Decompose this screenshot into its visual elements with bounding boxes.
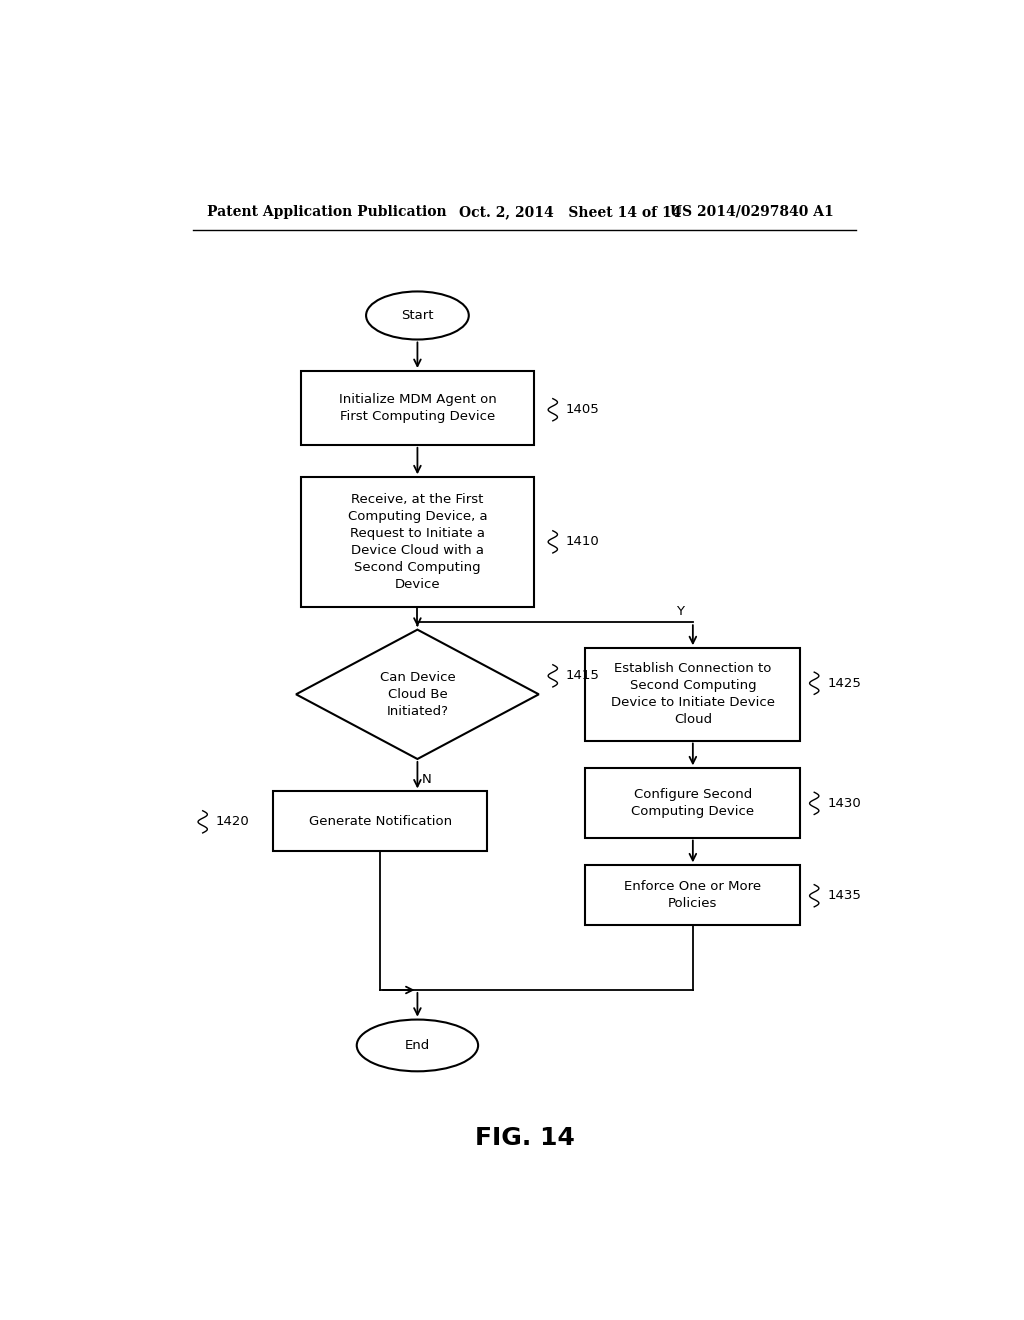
Text: Receive, at the First
Computing Device, a
Request to Initiate a
Device Cloud wit: Receive, at the First Computing Device, … <box>347 492 487 591</box>
Text: 1410: 1410 <box>566 536 600 548</box>
Text: Generate Notification: Generate Notification <box>308 814 452 828</box>
Bar <box>301 478 535 607</box>
Text: 1430: 1430 <box>827 797 861 810</box>
Bar <box>586 866 800 925</box>
Text: Establish Connection to
Second Computing
Device to Initiate Device
Cloud: Establish Connection to Second Computing… <box>611 663 775 726</box>
Text: Configure Second
Computing Device: Configure Second Computing Device <box>631 788 755 818</box>
Text: 1415: 1415 <box>566 669 600 682</box>
Text: Y: Y <box>676 605 684 618</box>
Text: Can Device
Cloud Be
Initiated?: Can Device Cloud Be Initiated? <box>380 671 456 718</box>
Text: US 2014/0297840 A1: US 2014/0297840 A1 <box>670 205 834 219</box>
Text: 1435: 1435 <box>827 890 861 903</box>
Text: Patent Application Publication: Patent Application Publication <box>207 205 447 219</box>
Text: 1425: 1425 <box>827 677 861 690</box>
Text: FIG. 14: FIG. 14 <box>475 1126 574 1150</box>
Text: Enforce One or More
Policies: Enforce One or More Policies <box>625 880 762 911</box>
Text: N: N <box>422 772 432 785</box>
Bar <box>272 791 487 851</box>
Text: End: End <box>404 1039 430 1052</box>
Bar <box>301 371 535 445</box>
Bar <box>586 648 800 741</box>
Text: 1420: 1420 <box>216 816 250 829</box>
Text: Oct. 2, 2014   Sheet 14 of 14: Oct. 2, 2014 Sheet 14 of 14 <box>460 205 682 219</box>
Bar <box>586 768 800 837</box>
Text: Start: Start <box>401 309 434 322</box>
Text: 1405: 1405 <box>566 403 600 416</box>
Text: Initialize MDM Agent on
First Computing Device: Initialize MDM Agent on First Computing … <box>339 393 497 422</box>
